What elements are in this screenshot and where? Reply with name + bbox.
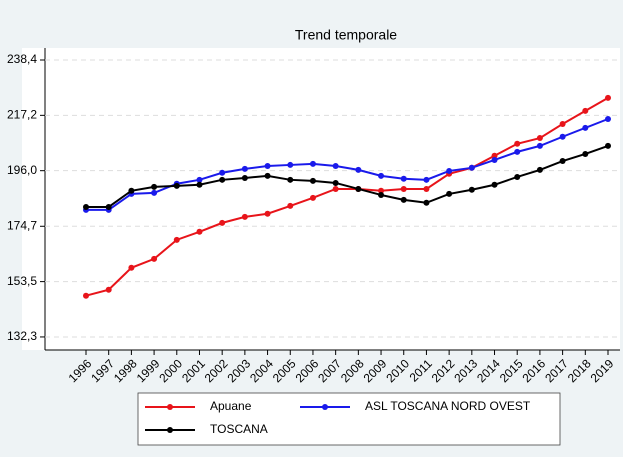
point (514, 140, 521, 147)
point (400, 196, 407, 203)
y-tick-label: 174,7 (7, 218, 37, 232)
point (309, 177, 316, 184)
point (264, 172, 271, 179)
legend-label: ASL TOSCANA NORD OVEST (365, 399, 531, 413)
point (400, 175, 407, 182)
chart-title: Trend temporale (295, 27, 397, 43)
point (196, 228, 203, 235)
point (355, 185, 362, 192)
point (219, 169, 226, 176)
point (196, 181, 203, 188)
point (378, 191, 385, 198)
y-tick-label: 217,2 (7, 108, 37, 122)
point (241, 174, 248, 181)
point (491, 156, 498, 163)
point (173, 182, 180, 189)
point (582, 107, 589, 114)
point (605, 115, 611, 122)
series-line (85, 96, 609, 297)
point (309, 194, 316, 201)
point (241, 213, 248, 220)
point (264, 210, 271, 217)
legend-label: TOSCANA (210, 422, 268, 436)
point (605, 94, 611, 101)
point (83, 203, 89, 210)
point (378, 172, 385, 179)
legend (137, 392, 561, 446)
point (536, 142, 543, 149)
point (468, 164, 475, 171)
point (128, 187, 135, 194)
point (423, 185, 430, 192)
point (559, 120, 566, 127)
point (559, 133, 566, 140)
legend-marker (322, 404, 328, 410)
point (491, 152, 498, 159)
point (332, 185, 339, 192)
point (287, 161, 294, 168)
point (151, 255, 158, 262)
y-tick-label: 196,0 (7, 163, 37, 177)
legend-label: Apuane (210, 399, 252, 413)
point (264, 162, 271, 169)
point (309, 160, 316, 167)
point (241, 165, 248, 172)
point (559, 158, 566, 165)
point (446, 190, 453, 197)
point (423, 176, 430, 183)
point (582, 150, 589, 157)
point (536, 166, 543, 173)
point (514, 173, 521, 180)
point (536, 135, 543, 142)
point (446, 167, 453, 174)
point (105, 203, 112, 210)
point (605, 142, 611, 149)
y-tick-label: 153,5 (7, 274, 37, 288)
point (423, 199, 430, 206)
point (491, 181, 498, 188)
point (151, 183, 158, 190)
point (378, 187, 385, 194)
point (128, 264, 135, 271)
point (355, 166, 362, 173)
point (219, 176, 226, 183)
point (173, 236, 180, 243)
legend-marker (167, 427, 173, 433)
point (287, 202, 294, 209)
point (151, 189, 158, 196)
point (468, 186, 475, 193)
point (514, 148, 521, 155)
y-tick-label: 132,3 (7, 329, 37, 343)
series-line (86, 144, 609, 208)
legend-marker (167, 404, 173, 410)
point (582, 124, 589, 131)
point (83, 292, 89, 299)
point (219, 219, 226, 226)
point (332, 162, 339, 169)
y-tick-label: 238,4 (7, 52, 37, 66)
point (105, 286, 112, 293)
point (196, 176, 203, 183)
point (332, 179, 339, 186)
point (287, 176, 294, 183)
plot-area (22, 48, 620, 350)
point (400, 185, 407, 192)
